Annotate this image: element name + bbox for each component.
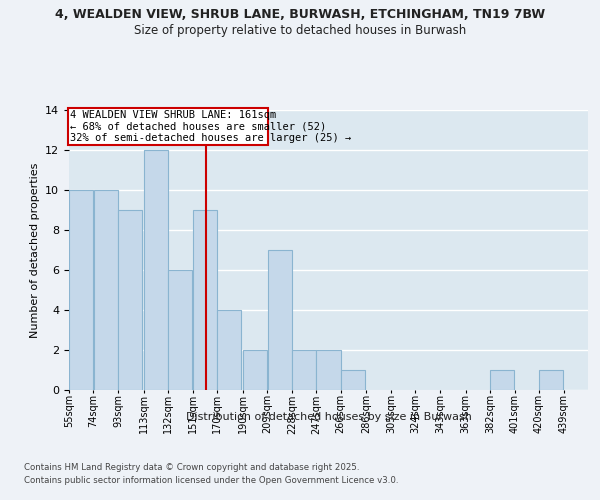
Text: 4, WEALDEN VIEW, SHRUB LANE, BURWASH, ETCHINGHAM, TN19 7BW: 4, WEALDEN VIEW, SHRUB LANE, BURWASH, ET…	[55, 8, 545, 20]
Bar	[169, 270, 193, 390]
Bar	[243, 350, 267, 390]
Bar	[292, 350, 316, 390]
Text: 4 WEALDEN VIEW SHRUB LANE: 161sqm
← 68% of detached houses are smaller (52)
32% : 4 WEALDEN VIEW SHRUB LANE: 161sqm ← 68% …	[70, 110, 351, 143]
Bar	[490, 370, 514, 390]
Bar	[118, 210, 142, 390]
Bar	[144, 150, 168, 390]
Bar	[268, 250, 292, 390]
Text: Contains public sector information licensed under the Open Government Licence v3: Contains public sector information licen…	[24, 476, 398, 485]
Bar	[94, 190, 118, 390]
Bar	[69, 190, 93, 390]
Text: Size of property relative to detached houses in Burwash: Size of property relative to detached ho…	[134, 24, 466, 37]
Text: Contains HM Land Registry data © Crown copyright and database right 2025.: Contains HM Land Registry data © Crown c…	[24, 462, 359, 471]
Bar	[316, 350, 341, 390]
Bar	[217, 310, 241, 390]
Bar	[341, 370, 365, 390]
FancyBboxPatch shape	[68, 108, 268, 145]
Text: Distribution of detached houses by size in Burwash: Distribution of detached houses by size …	[186, 412, 472, 422]
Bar	[193, 210, 217, 390]
Bar	[539, 370, 563, 390]
Y-axis label: Number of detached properties: Number of detached properties	[29, 162, 40, 338]
